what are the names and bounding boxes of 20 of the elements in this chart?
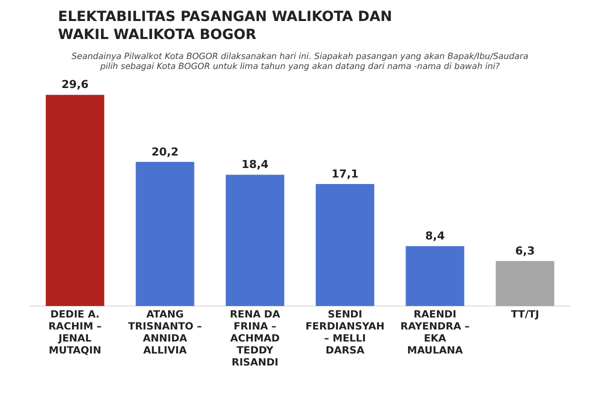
data-label: 20,2 [151,145,179,158]
data-label: 29,6 [61,78,89,92]
bar [226,174,284,306]
data-label: 18,4 [241,158,269,172]
x-tick-label: SENDI FERDIANSYAH – MELLI DARSA [305,310,385,357]
bar [406,246,464,306]
data-label: 8,4 [425,229,446,242]
x-tick-label: ATANG TRISNANTO – ANNIDA ALLIVIA [128,310,202,357]
x-tick-label: RENA DA FRINA – ACHMAD TEDDY RISANDI [230,310,280,369]
bar [136,162,194,306]
bar [46,94,104,306]
data-label: 6,3 [515,244,535,258]
data-label: 17,1 [331,167,359,180]
bar [496,261,554,306]
chart-title: ELEKTABILITAS PASANGAN WALIKOTA DAN WAKIL WALIKOTA BOGOR [58,8,394,44]
x-tick-label: DEDIE A. RACHIM – JENAL MUTAQIN [48,310,102,357]
chart-subtitle: Seandainya Pilwalkot Kota BOGOR dilaksanakan hari ini. Siapakah pasangan yang akan Bapak/Ibu/Saudara pilih sebagai Kota BOGOR untuk lima tahun yang akan datang dari nama -nama di bawah ini? [70,52,530,72]
bar [316,184,374,306]
x-tick-label: TT/TJ [510,310,540,321]
x-tick-label: RAENDI RAYENDRA – EKA MAULANA [400,310,470,357]
